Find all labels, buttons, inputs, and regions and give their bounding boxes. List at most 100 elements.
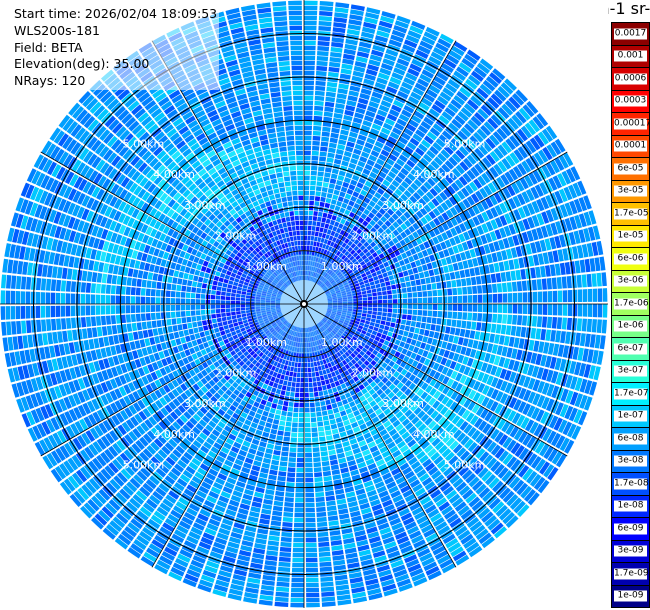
beta-gate-cell xyxy=(384,388,392,396)
beta-gate-cell xyxy=(254,455,263,462)
beta-gate-cell xyxy=(404,275,410,282)
beta-gate-cell xyxy=(313,125,322,131)
beta-gate-cell xyxy=(586,242,594,257)
beta-gate-cell xyxy=(397,458,407,467)
beta-gate-cell xyxy=(444,160,455,170)
beta-gate-cell xyxy=(248,410,256,417)
beta-gate-cell xyxy=(116,471,128,484)
beta-gate-cell xyxy=(358,466,368,474)
beta-gate-cell xyxy=(473,91,486,103)
beta-gate-cell xyxy=(323,177,330,183)
beta-gate-cell xyxy=(342,225,348,231)
beta-gate-cell xyxy=(269,353,275,359)
beta-gate-cell xyxy=(243,333,249,339)
beta-gate-cell xyxy=(144,419,154,429)
beta-gate-cell xyxy=(391,149,401,158)
beta-gate-cell xyxy=(448,49,462,61)
beta-gate-cell xyxy=(400,385,408,393)
beta-gate-cell xyxy=(203,477,214,486)
beta-gate-cell xyxy=(427,163,437,173)
beta-gate-cell xyxy=(428,330,435,338)
beta-gate-cell xyxy=(331,355,336,361)
beta-gate-cell xyxy=(354,530,366,537)
beta-gate-cell xyxy=(389,76,402,85)
beta-gate-cell xyxy=(421,316,427,323)
beta-gate-cell xyxy=(577,289,583,302)
beta-gate-cell xyxy=(228,472,239,480)
beta-gate-cell xyxy=(375,283,381,289)
beta-gate-cell xyxy=(132,391,141,401)
beta-gate-cell xyxy=(220,308,226,313)
beta-gate-cell xyxy=(146,444,157,455)
beta-gate-cell xyxy=(93,338,100,349)
beta-gate-cell xyxy=(184,389,193,398)
beta-gate-cell xyxy=(460,187,470,198)
beta-gate-cell xyxy=(471,359,479,369)
beta-gate-cell xyxy=(370,96,381,104)
beta-gate-cell xyxy=(321,364,326,370)
beta-gate-cell xyxy=(421,557,435,567)
beta-gate-cell xyxy=(537,479,550,494)
beta-gate-cell xyxy=(305,472,314,478)
beta-gate-cell xyxy=(82,402,92,415)
beta-gate-cell xyxy=(380,149,390,158)
beta-gate-cell xyxy=(189,443,199,453)
beta-gate-cell xyxy=(184,371,192,380)
beta-gate-cell xyxy=(338,457,347,464)
beta-gate-cell xyxy=(109,390,118,401)
beta-gate-cell xyxy=(236,350,243,357)
beta-gate-cell xyxy=(348,572,362,579)
beta-gate-cell xyxy=(210,395,218,404)
beta-gate-cell xyxy=(425,565,440,576)
beta-gate-cell xyxy=(535,266,541,278)
beta-gate-cell xyxy=(330,459,338,466)
beta-gate-cell xyxy=(25,395,35,410)
beta-gate-cell xyxy=(404,228,412,236)
beta-gate-cell xyxy=(417,297,423,304)
beta-gate-cell xyxy=(391,29,406,39)
beta-gate-cell xyxy=(91,398,100,410)
beta-gate-cell xyxy=(424,444,434,454)
beta-gate-cell xyxy=(525,140,537,154)
beta-gate-cell xyxy=(525,188,535,202)
beta-gate-cell xyxy=(354,483,364,491)
beta-gate-cell xyxy=(452,550,467,562)
beta-gate-cell xyxy=(467,426,477,438)
beta-gate-cell xyxy=(365,485,376,493)
beta-gate-cell xyxy=(518,465,530,478)
beta-gate-cell xyxy=(161,431,171,441)
beta-gate-cell xyxy=(63,382,72,395)
beta-gate-cell xyxy=(272,398,279,404)
beta-gate-cell xyxy=(236,454,246,462)
beta-gate-cell xyxy=(430,410,439,420)
beta-gate-cell xyxy=(363,353,369,360)
beta-gate-cell xyxy=(597,304,603,318)
beta-gate-cell xyxy=(220,417,229,425)
beta-gate-cell xyxy=(546,316,553,329)
beta-gate-cell xyxy=(554,138,566,153)
beta-gate-cell xyxy=(418,143,428,153)
beta-gate-cell xyxy=(353,239,360,245)
beta-gate-cell xyxy=(328,224,334,231)
beta-gate-cell xyxy=(199,579,214,588)
beta-gate-cell xyxy=(273,361,278,367)
beta-gate-cell xyxy=(397,308,403,314)
beta-gate-cell xyxy=(357,257,364,264)
beta-gate-cell xyxy=(361,388,368,395)
beta-gate-cell xyxy=(341,472,351,479)
beta-gate-cell xyxy=(215,579,230,588)
beta-gate-cell xyxy=(448,351,455,360)
beta-gate-cell xyxy=(183,411,192,420)
beta-gate-cell xyxy=(432,517,445,527)
beta-gate-cell xyxy=(549,356,557,370)
beta-gate-cell xyxy=(91,495,104,508)
beta-gate-cell xyxy=(559,262,566,276)
beta-gate-cell xyxy=(351,443,359,450)
beta-gate-cell xyxy=(205,346,212,354)
beta-gate-cell xyxy=(371,252,378,258)
beta-gate-cell xyxy=(170,467,182,477)
beta-gate-cell xyxy=(542,252,550,265)
beta-gate-cell xyxy=(368,388,376,396)
beta-gate-cell xyxy=(328,183,336,189)
beta-gate-cell xyxy=(338,139,347,146)
